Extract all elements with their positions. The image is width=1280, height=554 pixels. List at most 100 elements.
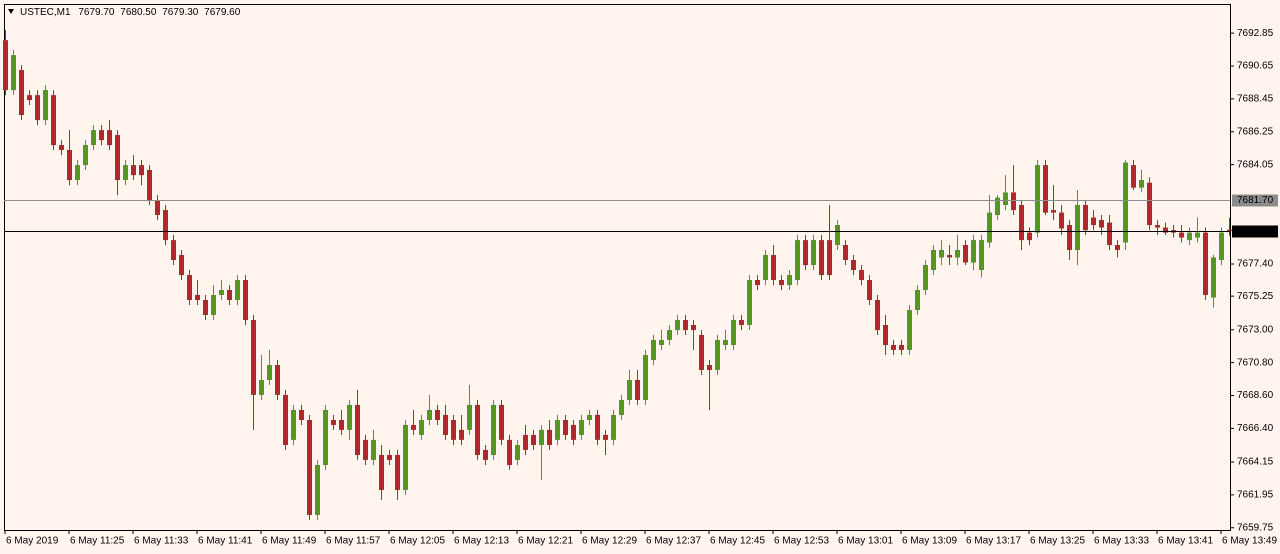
candle-body (11, 55, 16, 91)
candle-body (155, 200, 160, 215)
candle-body (371, 439, 376, 460)
candle-body (539, 429, 544, 445)
candle-body (707, 365, 712, 370)
candle-body (643, 355, 648, 400)
candle-body (403, 424, 408, 490)
candle-body (139, 165, 144, 176)
candle-body (1203, 232, 1208, 295)
candle-body (1099, 220, 1104, 228)
candle-body (819, 240, 824, 276)
y-tick-label: 7666.40 (1237, 423, 1274, 434)
candle-body (1123, 162, 1128, 243)
candle-body (619, 399, 624, 415)
candle-body (659, 339, 664, 346)
y-tick-label: 7692.85 (1237, 28, 1274, 39)
candle-body (763, 255, 768, 281)
candle-body (83, 145, 88, 166)
candle-body (899, 345, 904, 350)
candle-body (123, 165, 128, 181)
candle-body (987, 212, 992, 243)
candle-body (699, 334, 704, 370)
candle-body (1179, 232, 1184, 238)
candle-body (579, 420, 584, 435)
candle-body (771, 255, 776, 281)
candle-body (19, 70, 24, 116)
candle-body (627, 379, 632, 400)
candle-body (827, 240, 832, 276)
candle-body (1003, 192, 1008, 205)
candle-body (203, 300, 208, 315)
x-tick-label: 6 May 11:25 (70, 536, 125, 547)
candle-body (491, 404, 496, 455)
candle-body (595, 414, 600, 440)
candle-body (331, 420, 336, 425)
candle-body (51, 95, 56, 146)
candle-body (179, 255, 184, 276)
candle-body (635, 379, 640, 400)
x-tick-label: 6 May 13:17 (966, 536, 1021, 547)
candle-body (675, 320, 680, 331)
y-tick-label: 7659.75 (1237, 522, 1274, 533)
candle-body (1115, 245, 1120, 250)
candle-body (379, 454, 384, 490)
x-tick-label: 6 May 13:25 (1030, 536, 1085, 547)
candle-body (1107, 222, 1112, 246)
candle-body (851, 259, 856, 270)
candle-body (459, 429, 464, 440)
candle-body (275, 365, 280, 395)
candle-body (875, 300, 880, 331)
candle-body (67, 149, 72, 181)
y-tick-label: 7688.45 (1237, 94, 1274, 105)
candle-body (195, 294, 200, 301)
x-tick-label: 6 May 2019 (6, 536, 59, 547)
x-tick-label: 6 May 11:57 (326, 536, 381, 547)
candle-body (563, 420, 568, 435)
y-tick-label: 7690.65 (1237, 61, 1274, 72)
x-tick-label: 6 May 12:53 (774, 536, 829, 547)
candle-body (1219, 232, 1224, 260)
candle-body (995, 197, 1000, 215)
candle-body (1027, 232, 1032, 241)
x-tick-label: 6 May 12:45 (710, 536, 765, 547)
candle-body (515, 444, 520, 460)
x-tick-label: 6 May 11:33 (134, 536, 189, 547)
x-tick-label: 6 May 12:13 (454, 536, 509, 547)
x-tick-label: 6 May 13:33 (1094, 536, 1149, 547)
candle-body (355, 404, 360, 455)
price-label: 7679.60 (1237, 226, 1274, 237)
candle-body (1163, 227, 1168, 233)
candle-body (251, 320, 256, 395)
x-tick-label: 6 May 12:29 (582, 536, 637, 547)
candle-body (555, 420, 560, 440)
candle-body (1067, 225, 1072, 250)
candle-body (747, 280, 752, 325)
candle-body (507, 439, 512, 465)
candle-body (443, 414, 448, 435)
header-low: 7679.30 (162, 7, 199, 18)
symbol: USTEC,M1 (20, 7, 71, 18)
candle-body (1019, 204, 1024, 241)
candle-body (1075, 204, 1080, 250)
candle-body (387, 454, 392, 460)
candle-body (323, 410, 328, 465)
candle-body (35, 95, 40, 121)
candle-body (1011, 192, 1016, 211)
candle-body (1059, 212, 1064, 229)
candle-body (947, 255, 952, 258)
candle-body (347, 404, 352, 430)
candle-body (1155, 225, 1160, 228)
candle-body (1139, 180, 1144, 188)
candle-body (227, 290, 232, 301)
plot-area (3, 30, 1232, 520)
y-tick-label: 7675.25 (1237, 291, 1274, 302)
candle-body (451, 420, 456, 440)
candle-body (691, 324, 696, 331)
candle-body (1035, 165, 1040, 233)
menu-arrow[interactable] (8, 9, 14, 14)
x-tick-label: 6 May 13:49 (1222, 536, 1277, 547)
candle-body (395, 454, 400, 490)
candle-body (915, 290, 920, 311)
price-label: 7681.70 (1237, 195, 1274, 206)
candle-body (363, 439, 368, 460)
